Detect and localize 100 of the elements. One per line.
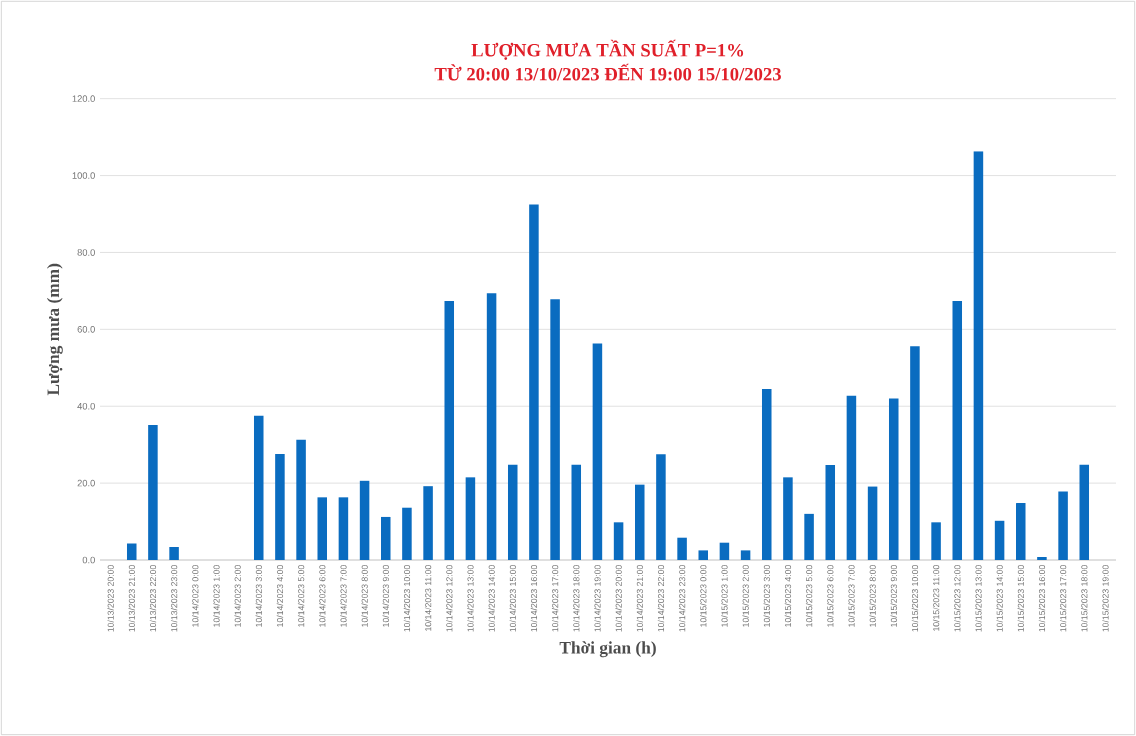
bar — [656, 454, 666, 560]
bar — [1037, 556, 1047, 560]
x-tick-label: 10/13/2023 21:00 — [128, 565, 135, 632]
bar — [275, 453, 285, 560]
bar — [761, 388, 772, 560]
x-tick-label: 10/14/2023 8:00 — [361, 565, 368, 627]
y-axis-title: Lượng mưa (mm) — [46, 263, 63, 396]
x-tick-label: 10/14/2023 23:00 — [678, 565, 686, 632]
x-tick-label: 10/14/2023 13:00 — [467, 565, 474, 632]
bar — [1015, 503, 1026, 560]
bar — [571, 464, 582, 560]
x-tick-label: 10/14/2023 21:00 — [636, 565, 643, 632]
bar — [126, 543, 137, 560]
x-tick-label: 10/15/2023 13:00 — [975, 565, 982, 632]
y-tick-label: 120.0 — [72, 95, 95, 102]
bar — [444, 300, 455, 560]
x-tick-label: 10/15/2023 15:00 — [1017, 565, 1024, 632]
bar — [592, 343, 603, 560]
y-tick-label: 100.0 — [72, 172, 95, 179]
x-tick-label: 10/15/2023 7:00 — [848, 565, 855, 627]
bar — [402, 507, 412, 560]
x-tick-label: 10/14/2023 20:00 — [615, 565, 622, 632]
y-tick-label: 40.0 — [77, 402, 95, 410]
x-tick-label: 10/15/2023 19:00 — [1102, 565, 1109, 632]
x-tick-label: 10/15/2023 17:00 — [1059, 565, 1067, 632]
x-tick-label: 10/14/2023 22:00 — [657, 565, 665, 632]
x-tick-label: 10/15/2023 1:00 — [721, 565, 728, 627]
x-tick-label: 10/14/2023 5:00 — [297, 565, 305, 627]
bar — [1079, 464, 1090, 560]
bar — [550, 299, 560, 560]
bar — [169, 546, 179, 560]
x-tick-label: 10/15/2023 14:00 — [996, 565, 1003, 632]
y-tick-label: 0.0 — [82, 556, 95, 564]
x-tick-label: 10/14/2023 12:00 — [446, 565, 453, 632]
bar — [719, 542, 730, 560]
x-tick-label: 10/15/2023 11:00 — [932, 565, 940, 631]
bar — [338, 497, 349, 560]
bar — [253, 415, 264, 560]
x-tick-label: 10/13/2023 23:00 — [170, 565, 178, 632]
x-tick-label: 10/14/2023 17:00 — [551, 565, 559, 632]
chart-title: LƯỢNG MƯA TẦN SUẤT P=1% — [471, 39, 744, 61]
bar — [359, 480, 370, 560]
bar — [888, 398, 899, 560]
bar — [380, 516, 391, 560]
x-tick-label: 10/14/2023 0:00 — [192, 565, 199, 627]
x-tick-label: 10/14/2023 18:00 — [573, 565, 580, 632]
x-tick-label: 10/14/2023 10:00 — [403, 565, 411, 632]
bar — [1058, 491, 1068, 560]
x-tick-label: 10/14/2023 11:00 — [424, 565, 432, 631]
x-tick-label: 10/14/2023 14:00 — [488, 565, 495, 632]
bar — [486, 293, 497, 560]
x-tick-label: 10/15/2023 8:00 — [869, 565, 876, 627]
x-tick-label: 10/15/2023 4:00 — [784, 565, 792, 627]
x-tick-label: 10/14/2023 4:00 — [276, 565, 284, 627]
bar — [529, 204, 539, 560]
bar — [148, 425, 158, 560]
bar — [317, 497, 328, 560]
bar — [465, 477, 476, 560]
y-tick-label: 80.0 — [77, 249, 95, 256]
bar — [677, 537, 687, 560]
x-tick-label: 10/15/2023 9:00 — [890, 565, 897, 627]
x-tick-label: 10/13/2023 20:00 — [107, 565, 114, 632]
bar — [994, 520, 1005, 560]
x-tick-label: 10/14/2023 15:00 — [509, 565, 516, 632]
bar — [423, 486, 433, 560]
x-tick-label: 10/14/2023 3:00 — [255, 565, 262, 627]
x-tick-label: 10/14/2023 6:00 — [319, 565, 326, 627]
x-tick-label: 10/15/2023 10:00 — [911, 565, 919, 632]
chart-subtitle: TỪ 20:00 13/10/2023 ĐẾN 19:00 15/10/2023 — [434, 63, 781, 81]
bar — [634, 484, 645, 560]
bar — [783, 477, 793, 560]
bar — [507, 464, 518, 560]
x-tick-label: 10/15/2023 12:00 — [954, 565, 961, 632]
x-tick-label: 10/15/2023 16:00 — [1038, 565, 1046, 632]
bar — [804, 513, 814, 560]
bar — [740, 550, 751, 560]
bar — [825, 465, 836, 560]
x-tick-label: 10/14/2023 9:00 — [382, 565, 389, 627]
x-tick-label: 10/15/2023 5:00 — [805, 565, 813, 627]
x-tick-label: 10/15/2023 2:00 — [742, 565, 749, 627]
bar — [973, 151, 984, 560]
bar — [931, 522, 941, 560]
bar — [910, 346, 920, 560]
bar — [296, 439, 306, 560]
x-tick-label: 10/13/2023 22:00 — [149, 565, 157, 632]
bar — [846, 395, 857, 560]
x-tick-label: 10/15/2023 18:00 — [1081, 565, 1088, 632]
x-tick-label: 10/14/2023 16:00 — [530, 565, 538, 632]
bar — [867, 486, 878, 560]
x-tick-label: 10/15/2023 0:00 — [700, 565, 707, 627]
x-tick-label: 10/15/2023 3:00 — [763, 565, 770, 627]
x-tick-label: 10/14/2023 1:00 — [213, 565, 220, 627]
x-tick-label: 10/14/2023 19:00 — [594, 565, 601, 632]
x-axis-title: Thời gian (h) — [559, 641, 656, 658]
y-tick-label: 20.0 — [77, 479, 95, 487]
bar — [613, 522, 624, 560]
bar — [698, 550, 709, 560]
bar — [952, 300, 963, 560]
x-tick-label: 10/15/2023 6:00 — [827, 565, 834, 627]
x-tick-label: 10/14/2023 2:00 — [234, 565, 241, 627]
